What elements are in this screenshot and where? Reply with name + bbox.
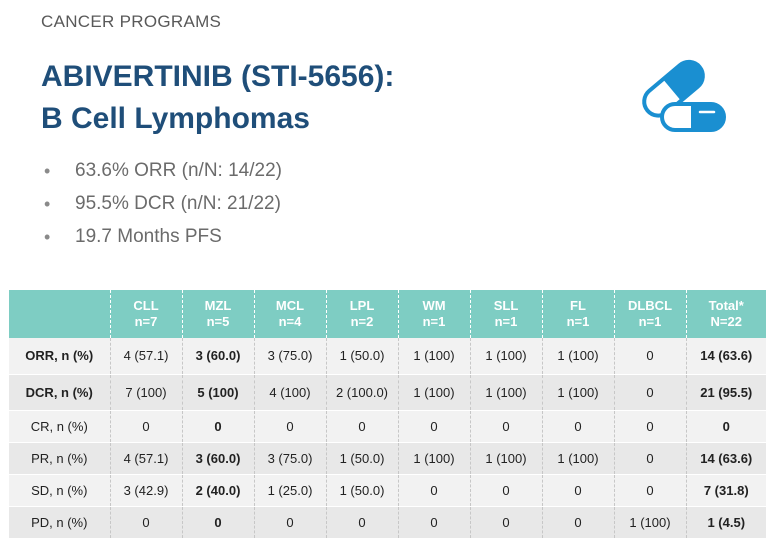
row-label: PD, n (%) [9, 506, 110, 539]
header-cell: LPL n=2 [325, 290, 398, 338]
table-row: SD, n (%) 3 (42.9) 2 (40.0) 1 (25.0) 1 (… [9, 474, 766, 507]
header-cell: DLBCL n=1 [613, 290, 686, 338]
header-cell [9, 290, 110, 338]
list-item: • 19.7 Months PFS [44, 226, 222, 247]
table-row: PD, n (%) 0 0 0 0 0 0 0 1 (100) 1 (4.5) [9, 506, 766, 539]
header-cell: MZL n=5 [181, 290, 254, 338]
table-row: ORR, n (%) 4 (57.1) 3 (60.0) 3 (75.0) 1 … [9, 338, 766, 375]
list-item: • 63.6% ORR (n/N: 14/22) [44, 160, 282, 181]
list-item: • 95.5% DCR (n/N: 21/22) [44, 193, 281, 214]
row-label: ORR, n (%) [9, 338, 110, 375]
table-row: PR, n (%) 4 (57.1) 3 (60.0) 3 (75.0) 1 (… [9, 442, 766, 475]
header-cell: MCL n=4 [253, 290, 326, 338]
row-label: SD, n (%) [9, 474, 110, 507]
highlights-list: • 63.6% ORR (n/N: 14/22) • 95.5% DCR (n/N:… [44, 157, 282, 256]
header-cell: Total* N=22 [685, 290, 766, 338]
header-cell: SLL n=1 [469, 290, 542, 338]
page-title: ABIVERTINIB (STI-5656): B Cell Lymphomas [41, 56, 394, 140]
capsule-icon [636, 52, 728, 134]
row-label: PR, n (%) [9, 442, 110, 475]
table-row: DCR, n (%) 7 (100) 5 (100) 4 (100) 2 (10… [9, 374, 766, 411]
header-cell: WM n=1 [397, 290, 470, 338]
table-row: CR, n (%) 0 0 0 0 0 0 0 0 0 [9, 410, 766, 443]
table-header-row: CLL n=7 MZL n=5 MCL n=4 LPL n=2 WM n=1 SLL n=1… [9, 290, 766, 338]
title-line-1: ABIVERTINIB (STI-5656): [41, 60, 395, 93]
title-line-2: B Cell Lymphomas [41, 102, 310, 135]
row-label: CR, n (%) [9, 410, 110, 443]
header-cell: FL n=1 [541, 290, 614, 338]
header-cell: CLL n=7 [109, 290, 182, 338]
section-eyebrow: CANCER PROGRAMS [41, 12, 222, 31]
response-table: CLL n=7 MZL n=5 MCL n=4 LPL n=2 WM n=1 SLL n=1… [9, 290, 766, 539]
row-label: DCR, n (%) [9, 374, 110, 411]
